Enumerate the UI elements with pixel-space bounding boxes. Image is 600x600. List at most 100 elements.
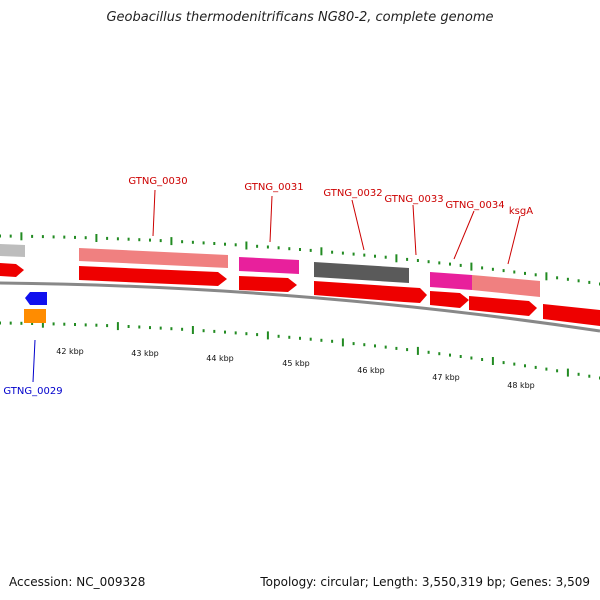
major-tick [470, 262, 473, 271]
minor-tick [106, 236, 109, 240]
minor-tick [363, 343, 366, 347]
minor-tick [524, 364, 526, 368]
major-tick [20, 232, 23, 241]
minor-tick [406, 257, 409, 261]
minor-tick [266, 245, 269, 249]
minor-tick [556, 276, 559, 280]
leader-gtng-0031 [269, 195, 273, 243]
minor-tick [149, 326, 151, 330]
genome-backbone [0, 281, 600, 333]
minor-tick [481, 358, 484, 361]
genome-summary-text: Topology: circular; Length: 3,550,319 bp… [260, 575, 590, 589]
minor-tick [31, 234, 34, 238]
minor-tick [341, 251, 344, 255]
minor-tick [416, 259, 419, 262]
minor-tick [470, 356, 473, 360]
major-tick [545, 272, 548, 281]
major-tick [95, 234, 98, 242]
minor-tick [277, 246, 280, 250]
minor-tick [406, 348, 409, 352]
minor-tick [224, 330, 226, 334]
major-tick [41, 319, 44, 328]
minor-tick [395, 346, 398, 350]
minor-tick [181, 240, 184, 244]
major-tick [245, 241, 248, 250]
minor-tick [127, 237, 130, 241]
minor-tick [545, 367, 548, 371]
minor-tick [84, 323, 87, 327]
minor-tick [202, 241, 205, 245]
minor-tick [524, 271, 526, 275]
minor-tick [52, 322, 55, 326]
minor-tick [159, 239, 162, 243]
feature-bar-gtng-0031 [239, 257, 299, 274]
minor-tick [352, 342, 355, 346]
minor-tick [459, 355, 462, 358]
cds-arrow-gtng-0032 [314, 281, 413, 302]
minor-tick [41, 235, 44, 239]
minor-tick [234, 331, 237, 335]
major-tick [341, 338, 344, 347]
minor-tick [9, 321, 12, 325]
scale-label-43kbp: 43 kbp [131, 349, 159, 358]
major-tick [566, 368, 569, 377]
cds-arrow-right-edge [543, 304, 600, 326]
minor-tick [331, 250, 334, 254]
scale-label-48kbp: 48 kbp [507, 381, 535, 390]
minor-tick [288, 247, 291, 251]
scale-label-46kbp: 46 kbp [357, 366, 385, 375]
feature-bar-orange [24, 309, 46, 323]
minor-tick [438, 261, 441, 265]
minor-tick [299, 336, 301, 340]
minor-tick [234, 243, 237, 247]
cds-arrow-gtng-0029 [25, 292, 47, 305]
leader-ksga [507, 215, 521, 265]
leader-gtng-0034 [453, 210, 475, 260]
minor-tick [513, 270, 516, 274]
minor-tick [159, 326, 162, 330]
minor-tick [438, 352, 441, 356]
minor-tick [449, 353, 451, 357]
minor-tick [277, 334, 280, 338]
major-tick [266, 331, 269, 340]
minor-tick [245, 332, 248, 336]
scale-label-42kbp: 42 kbp [56, 347, 84, 356]
scale-label-45kbp: 45 kbp [282, 359, 310, 368]
minor-tick [363, 253, 366, 257]
minor-tick [588, 280, 591, 284]
minor-tick [256, 333, 259, 337]
minor-tick [95, 323, 98, 327]
leader-gtng-0033 [412, 204, 417, 256]
minor-tick [84, 236, 87, 240]
minor-tick [0, 234, 1, 238]
minor-tick [213, 242, 216, 245]
gene-label-gtng-0032: GTNG_0032 [323, 188, 382, 199]
scale-label-47kbp: 47 kbp [432, 373, 460, 382]
minor-tick [588, 374, 591, 378]
cds-arrow-left-edge [0, 263, 24, 277]
minor-tick [63, 235, 66, 239]
minor-tick [74, 323, 76, 326]
minor-tick [191, 240, 194, 244]
leader-gtng-0030 [152, 189, 156, 237]
minor-tick [74, 235, 76, 239]
cds-arrow-gtng-0030 [79, 266, 227, 286]
gene-label-gtng-0029: GTNG_0029 [3, 386, 62, 397]
feature-bar-light-gray [0, 244, 25, 257]
minor-tick [31, 322, 34, 325]
major-tick [116, 322, 119, 331]
minor-tick [384, 255, 387, 259]
minor-tick [0, 321, 1, 325]
major-tick [416, 346, 419, 355]
gene-label-gtng-0030: GTNG_0030 [128, 176, 187, 187]
feature-bar-gtng-0034 [430, 272, 472, 290]
minor-tick [138, 325, 141, 329]
minor-tick [577, 372, 580, 376]
cds-arrow-gtng-0031 [239, 276, 297, 292]
minor-tick [374, 254, 376, 258]
feature-bar-gtng-0032 [314, 262, 409, 283]
minor-tick [384, 345, 387, 349]
inner-tick-track [0, 319, 600, 380]
major-tick [170, 237, 173, 246]
major-tick [395, 254, 398, 263]
